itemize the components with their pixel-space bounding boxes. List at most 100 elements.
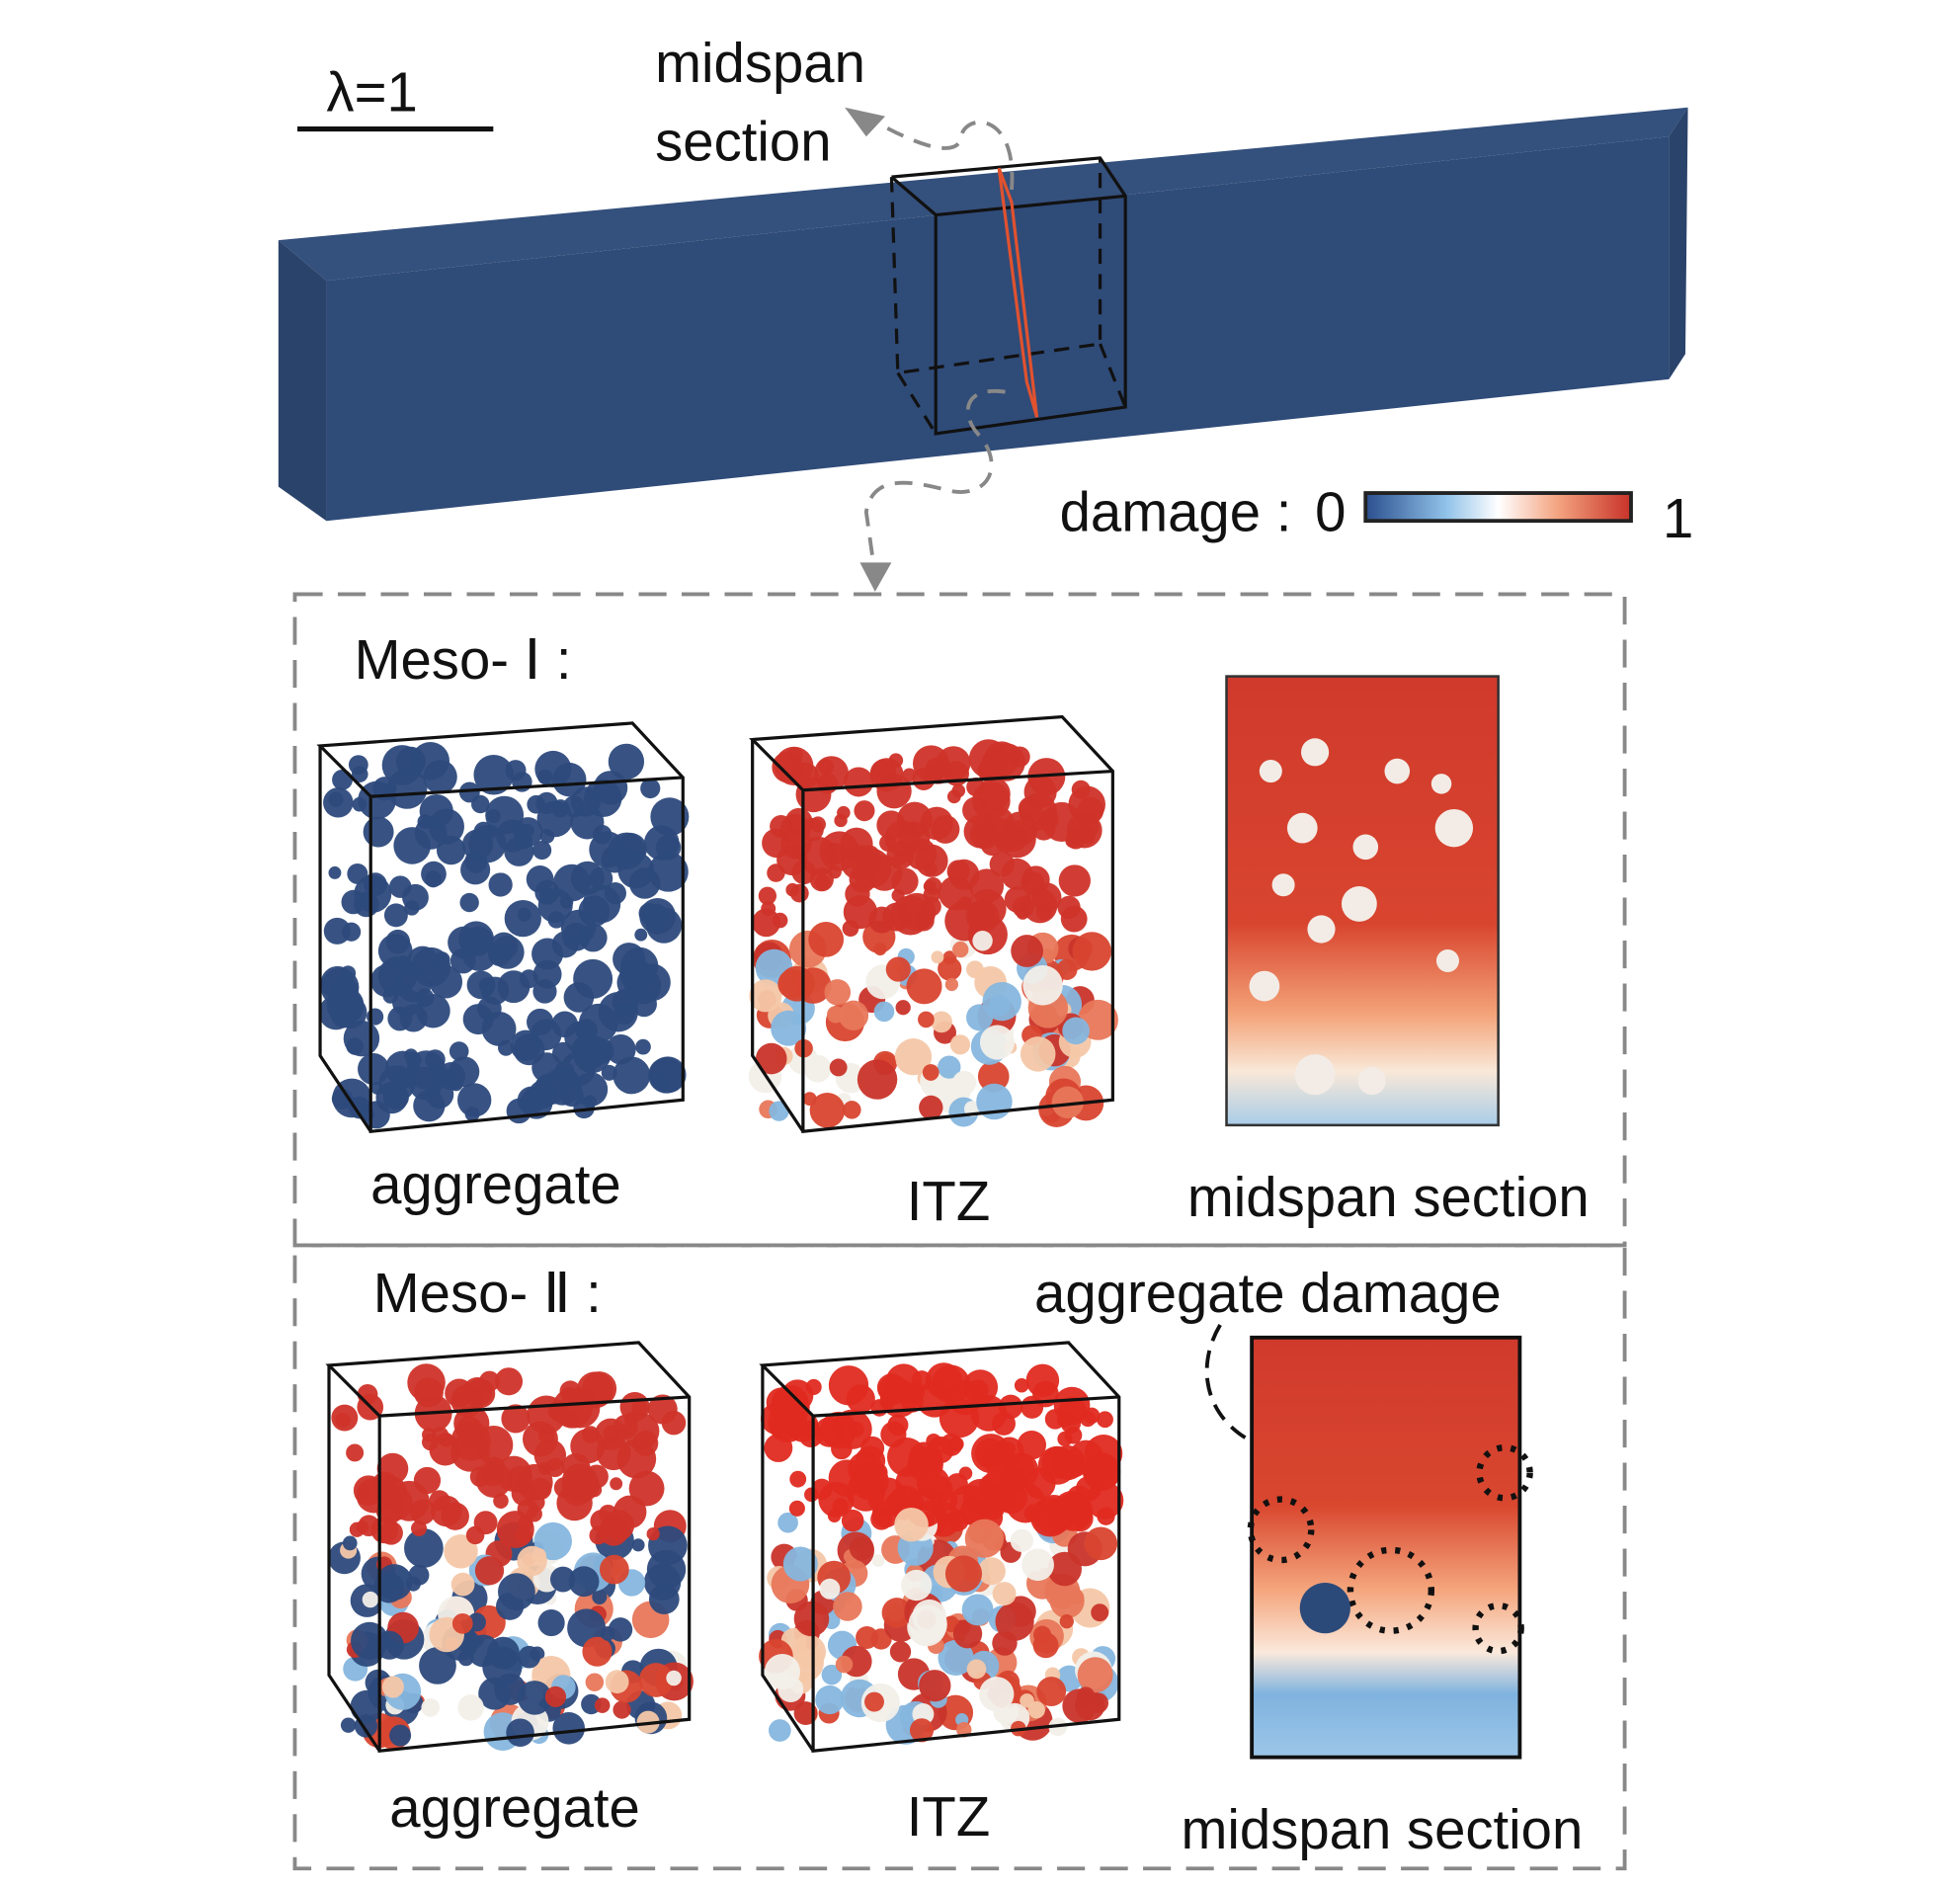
particle xyxy=(909,1718,935,1743)
particle xyxy=(898,821,931,854)
particle xyxy=(919,1448,943,1473)
particle xyxy=(1016,906,1029,920)
particle xyxy=(444,1534,478,1569)
particle xyxy=(931,814,960,844)
particle xyxy=(882,902,912,932)
particle xyxy=(517,1681,552,1715)
particle xyxy=(821,1664,843,1685)
particle xyxy=(494,1367,524,1396)
particle xyxy=(461,936,498,972)
particle xyxy=(570,786,601,817)
section-particle xyxy=(1249,970,1280,1002)
particle xyxy=(902,768,917,782)
particle xyxy=(529,1477,552,1501)
particle xyxy=(539,829,555,844)
particle xyxy=(419,1647,456,1685)
midspan-label: section xyxy=(655,111,831,173)
caption: aggregate xyxy=(370,1153,621,1215)
particle xyxy=(984,741,1020,777)
particle xyxy=(840,827,873,861)
particle xyxy=(610,1477,623,1491)
particle xyxy=(823,842,846,864)
particle xyxy=(350,1689,383,1723)
particle xyxy=(811,1478,833,1500)
particle xyxy=(1051,1086,1084,1118)
particle xyxy=(761,901,776,917)
particle xyxy=(328,865,342,879)
particle xyxy=(968,900,995,928)
particle xyxy=(828,1459,866,1497)
particle xyxy=(946,789,961,804)
colorbar xyxy=(1363,491,1633,524)
section-particle xyxy=(1307,915,1336,944)
particle xyxy=(474,1556,505,1586)
particle xyxy=(392,988,421,1018)
particle xyxy=(989,852,1015,877)
particle xyxy=(772,751,803,783)
particle xyxy=(977,1557,1006,1586)
particle xyxy=(465,1525,485,1545)
particle xyxy=(833,1592,862,1621)
particle xyxy=(612,1056,651,1095)
particle xyxy=(922,1064,939,1081)
particle xyxy=(1022,964,1063,1006)
particle xyxy=(473,755,514,795)
particle xyxy=(1060,905,1088,933)
particle xyxy=(612,1700,631,1719)
particle xyxy=(988,994,1011,1017)
particle xyxy=(601,1626,615,1641)
particle xyxy=(1001,1441,1016,1457)
particle xyxy=(485,795,525,835)
particle xyxy=(506,1718,534,1747)
particle xyxy=(408,1564,430,1586)
particle xyxy=(377,934,413,968)
particle xyxy=(837,805,851,820)
particle xyxy=(1023,1467,1056,1500)
section-particle xyxy=(1271,873,1295,897)
particle xyxy=(957,896,972,911)
particle xyxy=(846,1384,875,1414)
particle xyxy=(1062,1017,1090,1045)
particle xyxy=(584,1464,609,1489)
particle xyxy=(358,1053,390,1086)
particle xyxy=(638,1663,674,1697)
caption: midspan section xyxy=(1182,1798,1584,1860)
particle xyxy=(573,1097,595,1119)
particle xyxy=(428,808,464,845)
particle xyxy=(1068,1439,1103,1475)
particle xyxy=(1020,1693,1034,1708)
particle xyxy=(422,1434,439,1451)
particle xyxy=(382,988,399,1004)
particle xyxy=(894,1038,933,1076)
box-outline xyxy=(325,1341,692,1754)
particle xyxy=(888,753,904,768)
particle xyxy=(631,1399,648,1417)
particle xyxy=(318,995,354,1030)
particle xyxy=(1076,1686,1096,1705)
particle xyxy=(421,1698,441,1717)
particle xyxy=(938,1639,974,1677)
particle xyxy=(817,773,839,794)
particle xyxy=(450,1572,475,1597)
particle xyxy=(889,1641,912,1663)
section-particle xyxy=(1357,1066,1386,1096)
particle xyxy=(856,1626,879,1649)
particle xyxy=(970,1395,1008,1432)
particle xyxy=(425,1049,446,1070)
particle xyxy=(777,968,808,999)
particle xyxy=(532,841,552,861)
particle xyxy=(995,1602,1034,1641)
particle xyxy=(1021,1548,1054,1582)
particle xyxy=(635,1038,651,1055)
particle xyxy=(918,1011,935,1028)
particle xyxy=(820,1411,858,1448)
particle xyxy=(459,892,479,913)
particle xyxy=(640,778,661,799)
particle xyxy=(1014,1377,1029,1393)
panel-frame xyxy=(292,1243,1627,1871)
particle xyxy=(363,816,394,848)
particle xyxy=(829,1058,848,1077)
particle xyxy=(1017,1430,1047,1460)
particle xyxy=(924,876,942,895)
